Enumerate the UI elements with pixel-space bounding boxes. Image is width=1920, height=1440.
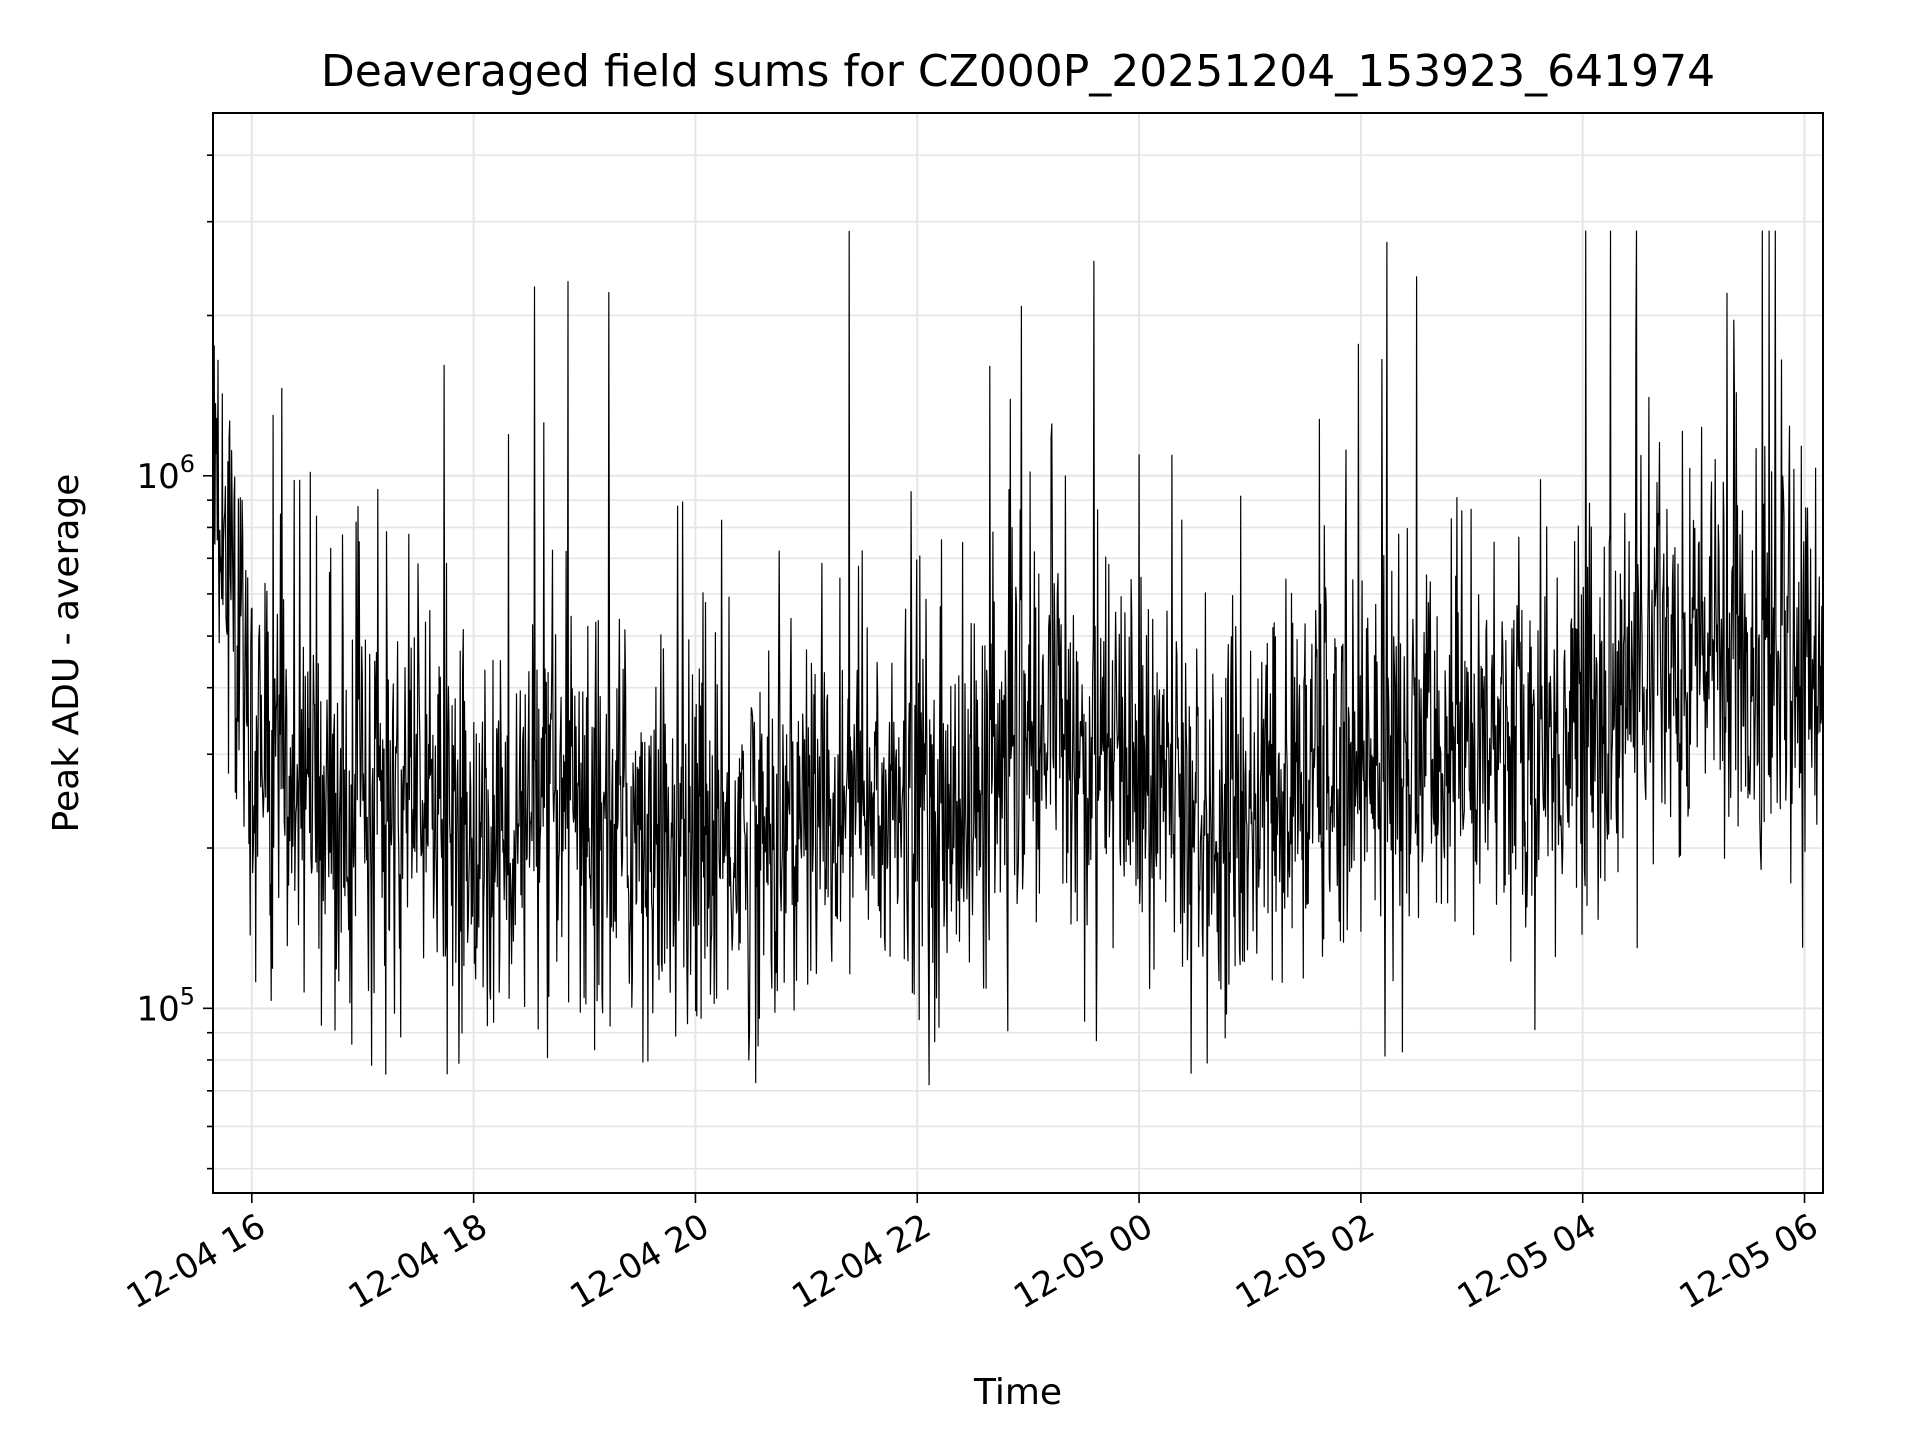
y-axis-ticks: 105 106 xyxy=(136,154,213,1170)
y-tick-label: 105 xyxy=(136,982,195,1029)
chart-title: Deaveraged field sums for CZ000P_2025120… xyxy=(321,46,1715,97)
y-axis-label: Peak ADU - average xyxy=(46,474,87,833)
plot-frame xyxy=(212,112,1824,1194)
x-axis-label: Time xyxy=(973,1372,1062,1413)
y-tick-label: 106 xyxy=(136,450,195,497)
series-line xyxy=(212,230,1824,1086)
series-path xyxy=(212,230,1824,1086)
